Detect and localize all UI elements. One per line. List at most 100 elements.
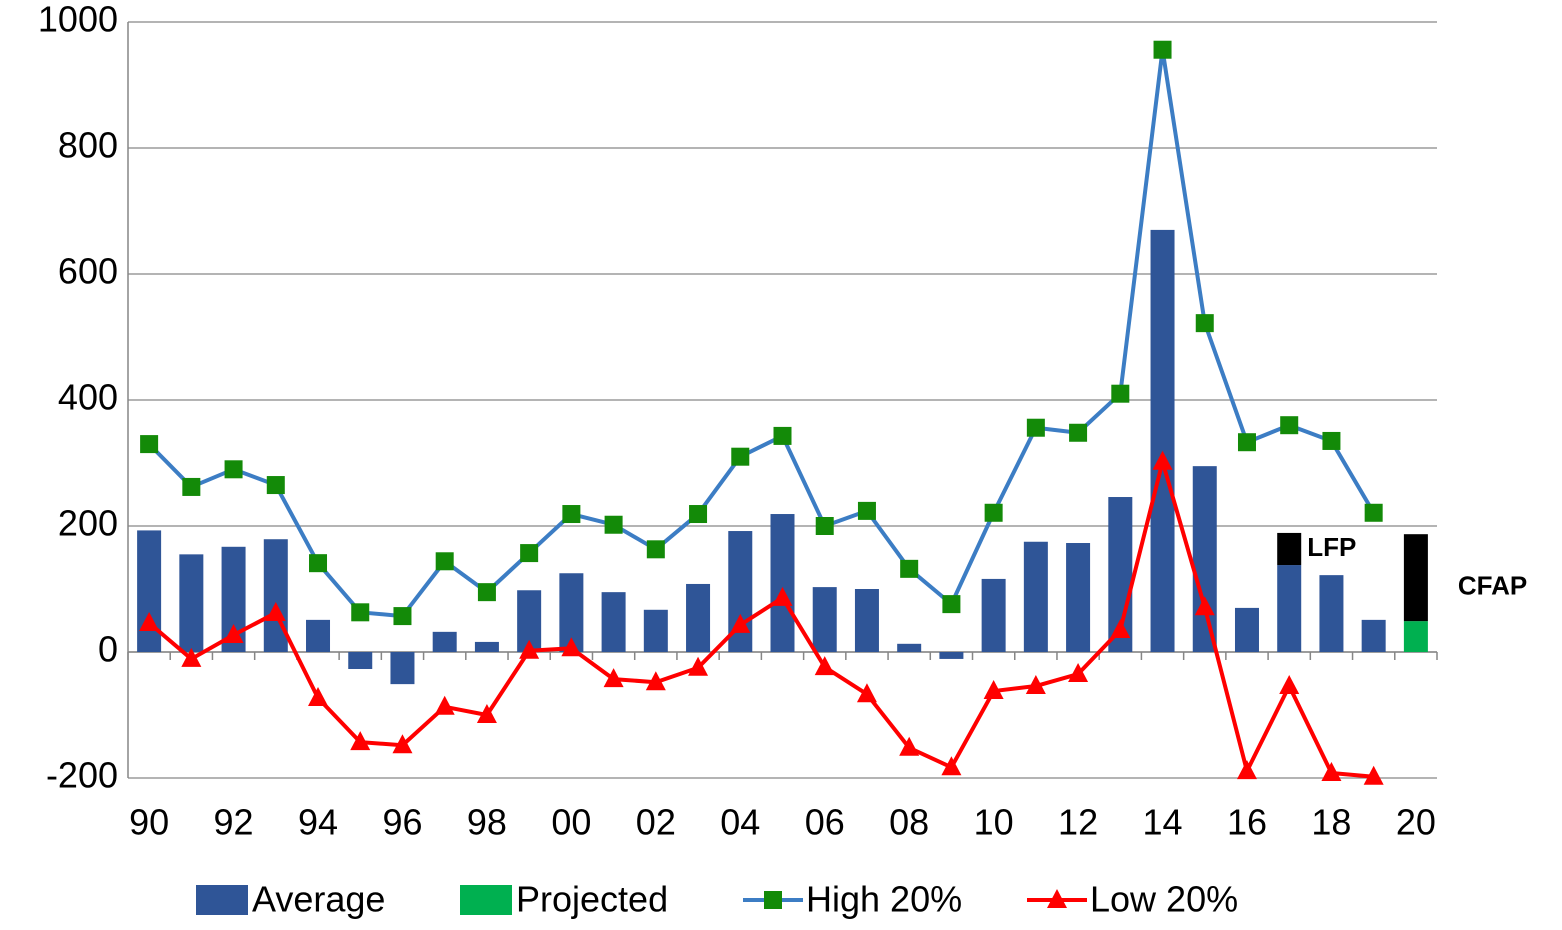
marker (224, 460, 243, 479)
marker (562, 505, 581, 524)
bar (390, 652, 415, 685)
marker (942, 595, 961, 614)
marker (730, 613, 751, 633)
bar (643, 609, 668, 652)
marker (604, 515, 623, 534)
marker (434, 695, 455, 715)
bar (348, 652, 373, 670)
x-tick-label: 14 (1143, 802, 1183, 843)
bar (981, 578, 1006, 652)
bar (1192, 466, 1217, 652)
marker (899, 736, 920, 756)
x-tick-label: 06 (805, 802, 845, 843)
marker (181, 647, 202, 667)
x-tick-label: 94 (298, 802, 338, 843)
x-tick-label: 08 (889, 802, 929, 843)
marker (519, 639, 540, 659)
x-tick-label: 98 (467, 802, 507, 843)
marker (814, 656, 835, 676)
marker (1110, 618, 1131, 638)
annotation-label: CFAP (1458, 571, 1527, 601)
bar (812, 587, 837, 652)
bar (1066, 543, 1091, 652)
marker (773, 426, 792, 445)
marker (476, 704, 497, 723)
marker (1069, 423, 1088, 442)
marker (1195, 314, 1214, 333)
legend-label: Projected (516, 879, 668, 920)
marker (772, 586, 793, 606)
marker (223, 623, 244, 643)
marker (688, 656, 709, 676)
marker (731, 447, 750, 466)
legend-label: Average (252, 879, 385, 920)
marker (351, 603, 370, 622)
y-tick-label: 800 (58, 125, 118, 166)
legend-marker (764, 891, 782, 909)
marker (1025, 675, 1046, 695)
bar (1403, 621, 1428, 652)
marker (435, 552, 454, 571)
marker (856, 683, 877, 703)
bar (686, 583, 711, 652)
bar (263, 539, 288, 652)
bar (1023, 541, 1048, 652)
x-tick-label: 00 (551, 802, 591, 843)
y-tick-label: 400 (58, 377, 118, 418)
marker (1321, 761, 1342, 781)
marker (139, 612, 160, 632)
bar (897, 643, 922, 652)
marker (392, 734, 413, 754)
marker (1068, 663, 1089, 683)
marker (1111, 384, 1130, 403)
annotation-label: LFP (1307, 532, 1356, 562)
x-tick-label: 96 (382, 802, 422, 843)
bar (1319, 575, 1344, 652)
x-tick-label: 18 (1311, 802, 1351, 843)
legend-label: Low 20% (1090, 879, 1238, 920)
marker (1153, 40, 1172, 59)
bar (432, 631, 457, 652)
marker (1237, 433, 1256, 452)
legend-swatch (460, 885, 512, 915)
bar (306, 619, 331, 652)
marker (520, 544, 539, 563)
bar (939, 652, 964, 659)
legend-label: High 20% (806, 879, 962, 920)
marker (393, 607, 412, 626)
marker (1279, 675, 1300, 695)
marker (815, 517, 834, 535)
annotation-range (1403, 534, 1428, 622)
x-tick-label: 20 (1396, 802, 1436, 843)
bar (474, 641, 499, 652)
bar (1234, 607, 1259, 652)
marker (1363, 765, 1384, 785)
x-tick-label: 16 (1227, 802, 1267, 843)
y-tick-label: 200 (58, 503, 118, 544)
marker (983, 680, 1004, 700)
x-tick-label: 12 (1058, 802, 1098, 843)
bar (1150, 229, 1175, 652)
marker (984, 503, 1003, 522)
marker (603, 668, 624, 688)
marker (140, 435, 159, 454)
y-tick-label: 600 (58, 251, 118, 292)
bar (179, 554, 204, 652)
marker (477, 583, 496, 602)
marker (182, 477, 201, 496)
marker (1026, 418, 1045, 437)
marker (308, 686, 329, 706)
marker (1322, 431, 1341, 450)
y-tick-label: 0 (98, 629, 118, 670)
y-tick-label: -200 (46, 755, 118, 796)
marker (857, 501, 876, 520)
marker (646, 540, 665, 559)
marker (900, 559, 919, 578)
x-tick-label: 90 (129, 802, 169, 843)
line (147, 459, 1374, 779)
x-tick-label: 10 (974, 802, 1014, 843)
marker (941, 756, 962, 776)
marker (309, 554, 328, 573)
x-tick-label: 92 (214, 802, 254, 843)
